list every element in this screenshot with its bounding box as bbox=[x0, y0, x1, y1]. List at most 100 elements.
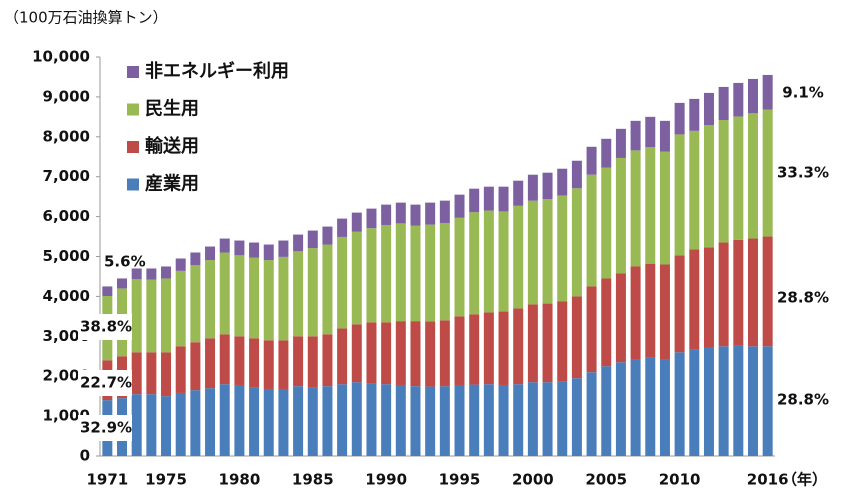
share-label: 32.9% bbox=[80, 419, 132, 437]
bar-segment bbox=[161, 396, 172, 456]
bar-segment bbox=[527, 174, 538, 201]
label-box bbox=[78, 415, 132, 441]
bar-segment bbox=[131, 394, 142, 456]
bar-segment bbox=[557, 381, 568, 456]
bar-segment bbox=[615, 362, 626, 456]
y-tick-label: 0 bbox=[80, 447, 90, 465]
bar-segment bbox=[762, 74, 773, 110]
legend-label: 輸送用 bbox=[145, 135, 199, 157]
bar-segment bbox=[366, 228, 377, 323]
bar-segment bbox=[293, 336, 304, 387]
bar-segment bbox=[322, 226, 333, 245]
x-tick-label: 1985 bbox=[292, 471, 334, 489]
bar-segment bbox=[498, 384, 509, 456]
bar-segment bbox=[351, 212, 362, 232]
bar-segment bbox=[513, 384, 524, 456]
bar-segment bbox=[410, 225, 421, 322]
bar-segment bbox=[762, 346, 773, 456]
bar-segment bbox=[454, 217, 465, 317]
bar-segment bbox=[102, 286, 113, 297]
bar-segment bbox=[659, 264, 670, 360]
bar-segment bbox=[659, 120, 670, 152]
bar-segment bbox=[146, 394, 157, 456]
bar-segment bbox=[190, 342, 201, 391]
bar-segment bbox=[718, 120, 729, 243]
x-tick-label: 2016 bbox=[747, 471, 789, 489]
bar-segment bbox=[249, 387, 260, 456]
bar-segment bbox=[381, 204, 392, 225]
bar-segment bbox=[161, 266, 172, 279]
bar-segment bbox=[645, 263, 656, 358]
y-tick-label: 10,000 bbox=[32, 48, 90, 66]
bar-segment bbox=[689, 98, 700, 131]
bar-segment bbox=[146, 352, 157, 395]
bar-segment bbox=[659, 151, 670, 265]
bar-segment bbox=[703, 247, 714, 348]
bar-segment bbox=[263, 340, 274, 389]
bar-segment bbox=[527, 304, 538, 383]
bar-segment bbox=[293, 251, 304, 337]
bar-segment bbox=[542, 382, 553, 456]
bar-segment bbox=[498, 311, 509, 385]
bar-segment bbox=[747, 113, 758, 239]
bar-segment bbox=[762, 109, 773, 237]
x-tick-label: 1995 bbox=[439, 471, 481, 489]
bar-segment bbox=[718, 242, 729, 347]
bar-segment bbox=[366, 383, 377, 456]
bar-segment bbox=[395, 384, 406, 456]
bar-segment bbox=[205, 246, 216, 261]
bar-segment bbox=[557, 168, 568, 196]
bar-segment bbox=[659, 359, 670, 456]
bar-segment bbox=[571, 188, 582, 297]
bar-segment bbox=[337, 236, 348, 329]
x-tick-label: 1990 bbox=[365, 471, 407, 489]
bar-segment bbox=[483, 210, 494, 313]
bar-segment bbox=[747, 238, 758, 347]
bar-segment bbox=[733, 116, 744, 240]
bar-segment bbox=[322, 334, 333, 387]
bar-segment bbox=[425, 224, 436, 322]
bar-segment bbox=[117, 278, 128, 289]
bar-segment bbox=[439, 222, 450, 321]
bar-segment bbox=[762, 236, 773, 347]
bar-segment bbox=[425, 386, 436, 456]
label-box bbox=[78, 314, 132, 340]
bar-segment bbox=[630, 150, 641, 267]
label-box bbox=[78, 370, 132, 396]
x-tick-label: 1980 bbox=[219, 471, 261, 489]
bar-segment bbox=[219, 238, 230, 253]
bar-segment bbox=[337, 218, 348, 237]
share-label: 28.8% bbox=[777, 289, 829, 307]
bar-segment bbox=[337, 384, 348, 456]
bar-segment bbox=[337, 328, 348, 385]
x-tick-label: 2010 bbox=[659, 471, 701, 489]
bar-segment bbox=[571, 378, 582, 456]
y-tick-label: 8,000 bbox=[43, 127, 90, 145]
share-label: 22.7% bbox=[80, 374, 132, 392]
bar-segment bbox=[190, 390, 201, 456]
bar-segment bbox=[498, 211, 509, 312]
bar-segment bbox=[249, 257, 260, 339]
bar-segment bbox=[483, 384, 494, 456]
bar-segment bbox=[293, 386, 304, 456]
bar-segment bbox=[630, 120, 641, 151]
bar-segment bbox=[615, 273, 626, 363]
bar-segment bbox=[234, 336, 245, 385]
bar-segment bbox=[175, 392, 186, 456]
bar-segment bbox=[190, 265, 201, 343]
bar-segment bbox=[542, 303, 553, 383]
bar-segment bbox=[146, 268, 157, 280]
bar-segment bbox=[410, 386, 421, 456]
bar-segment bbox=[219, 252, 230, 335]
bar-segment bbox=[630, 359, 641, 456]
bar-segment bbox=[542, 199, 553, 304]
bar-segment bbox=[190, 252, 201, 266]
bar-segment bbox=[249, 242, 260, 258]
share-label: 33.3% bbox=[777, 164, 829, 182]
bar-segment bbox=[586, 174, 597, 287]
bar-segment bbox=[733, 82, 744, 117]
bar-segment bbox=[351, 382, 362, 456]
bar-segment bbox=[747, 78, 758, 114]
bar-segment bbox=[601, 278, 612, 367]
